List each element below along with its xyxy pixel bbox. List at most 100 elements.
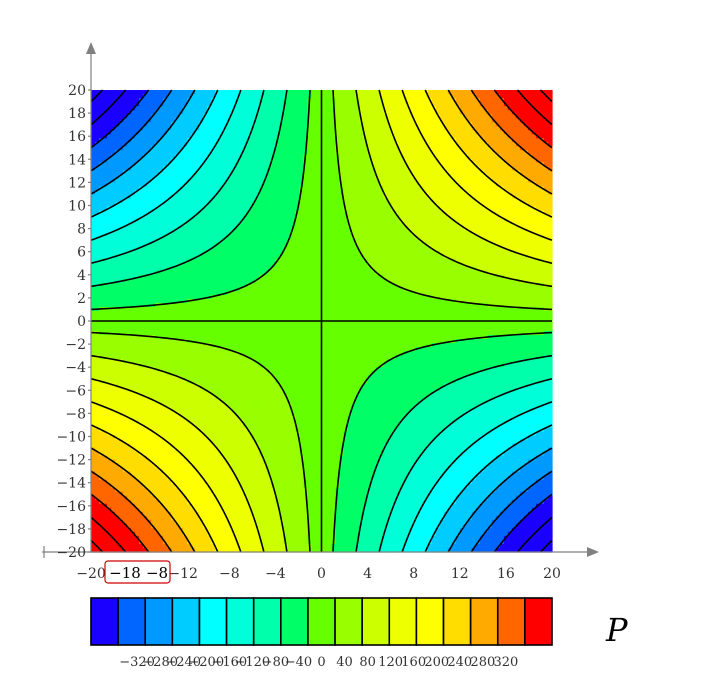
contour-cell (115, 403, 120, 408)
contour-cell (155, 142, 160, 147)
contour-cell (223, 327, 228, 332)
contour-cell (119, 395, 124, 400)
contour-cell (259, 206, 264, 212)
contour-cell (135, 331, 140, 336)
contour-cell (123, 110, 128, 115)
contour-cell (227, 206, 232, 212)
contour-cell (183, 543, 188, 549)
contour-cell (251, 178, 256, 183)
contour-cell (127, 234, 132, 240)
contour-cell (115, 102, 120, 107)
contour-cell (115, 379, 120, 384)
contour-cell (195, 527, 200, 533)
contour-cell (175, 395, 180, 400)
contour-cell (163, 254, 168, 260)
contour-cell (251, 162, 256, 167)
contour-cell (235, 282, 240, 288)
contour-cell (95, 102, 100, 107)
contour-cell (143, 274, 148, 280)
contour-cell (219, 403, 224, 408)
contour-cell (183, 214, 188, 220)
contour-cell (219, 166, 224, 171)
contour-cell (171, 459, 176, 465)
contour-cell (211, 443, 216, 449)
contour-cell (231, 306, 236, 312)
contour-cell (251, 262, 256, 268)
contour-cell (255, 511, 260, 517)
contour-cell (155, 222, 160, 228)
contour-cell (151, 351, 156, 356)
contour-cell (219, 479, 224, 485)
contour-cell (251, 487, 256, 493)
contour-cell (255, 282, 260, 288)
contour-cell (175, 154, 180, 159)
contour-cell (151, 495, 156, 501)
contour-cell (151, 439, 156, 445)
contour-cell (127, 515, 132, 521)
contour-cell (207, 339, 212, 344)
contour-cell (127, 335, 132, 340)
contour-cell (199, 282, 204, 288)
contour-cell (239, 543, 244, 549)
contour-cell (199, 274, 204, 280)
contour-cell (255, 126, 260, 131)
contour-cell (143, 218, 148, 224)
contour-cell (203, 443, 208, 449)
contour-cell (171, 435, 176, 441)
contour-cell (235, 423, 240, 429)
contour-cell (171, 443, 176, 449)
contour-cell (211, 331, 216, 336)
contour-cell (147, 126, 152, 131)
contour-cell (123, 270, 128, 276)
contour-cell (159, 519, 164, 525)
contour-cell (99, 158, 104, 163)
contour-cell (163, 142, 168, 147)
contour-cell (135, 427, 140, 433)
contour-cell (211, 351, 216, 356)
contour-cell (107, 383, 112, 388)
contour-cell (259, 431, 264, 437)
contour-cell (115, 451, 120, 457)
contour-cell (203, 106, 208, 111)
contour-cell (119, 419, 124, 425)
contour-cell (99, 290, 104, 296)
contour-cell (227, 471, 232, 477)
contour-cell (135, 158, 140, 163)
contour-cell (139, 202, 144, 208)
contour-cell (243, 202, 248, 208)
contour-cell (111, 194, 116, 200)
contour-cell (163, 210, 168, 216)
contour-cell (203, 194, 208, 200)
contour-cell (207, 290, 212, 296)
contour-cell (119, 182, 124, 188)
contour-cell (111, 106, 116, 111)
contour-cell (171, 158, 176, 163)
contour-cell (187, 270, 192, 276)
contour-cell (171, 302, 176, 308)
contour-cell (91, 122, 96, 127)
contour-cell (111, 258, 116, 264)
contour-cell (155, 339, 160, 344)
contour-cell (95, 274, 100, 280)
contour-cell (223, 363, 228, 368)
contour-cell (203, 411, 208, 417)
contour-cell (231, 435, 236, 441)
contour-cell (143, 535, 148, 541)
contour-cell (163, 451, 168, 457)
contour-cell (99, 503, 104, 509)
contour-cell (119, 122, 124, 127)
contour-cell (235, 150, 240, 155)
contour-cell (159, 214, 164, 220)
contour-cell (175, 294, 180, 300)
contour-cell (171, 439, 176, 445)
contour-cell (131, 158, 136, 163)
contour-cell (179, 214, 184, 220)
contour-cell (187, 431, 192, 437)
contour-cell (123, 314, 128, 320)
contour-cell (103, 262, 108, 268)
contour-cell (151, 527, 156, 533)
contour-cell (95, 190, 100, 196)
contour-cell (215, 258, 220, 264)
contour-cell (251, 483, 256, 489)
contour-cell (255, 323, 260, 328)
